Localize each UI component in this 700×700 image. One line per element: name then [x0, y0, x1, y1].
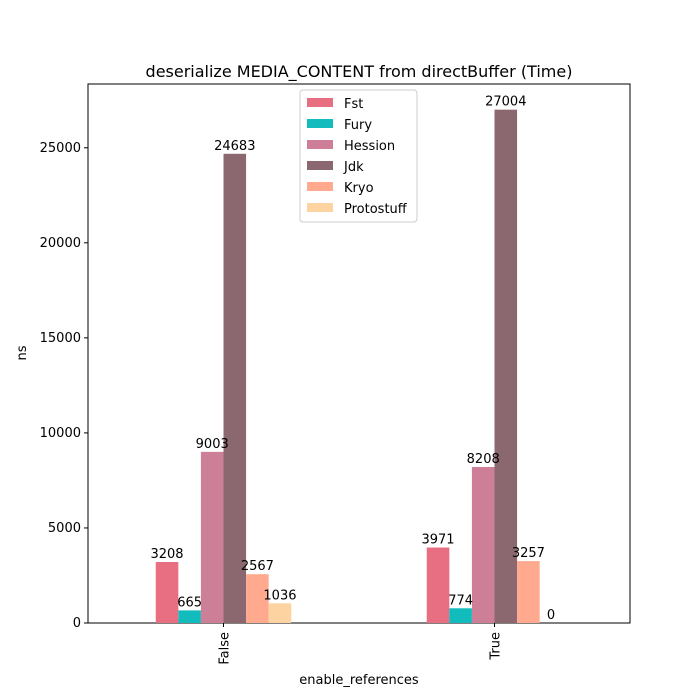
legend-label: Kryo — [344, 181, 374, 196]
data-label: 774 — [448, 593, 473, 608]
legend-swatch — [307, 203, 333, 212]
data-label: 27004 — [485, 95, 526, 110]
bar-jdk-false — [223, 153, 247, 623]
legend-swatch — [307, 161, 333, 170]
legend-label: Hession — [344, 139, 395, 154]
bars — [155, 109, 540, 624]
bar-protostuff-false — [268, 603, 292, 623]
data-label: 1036 — [263, 588, 296, 603]
legend-swatch — [307, 182, 333, 191]
bar-hession-false — [200, 451, 224, 623]
data-label: 2567 — [241, 559, 274, 574]
bar-jdk-true — [494, 109, 518, 624]
y-tick-label: 10000 — [40, 426, 81, 441]
legend-swatch — [307, 140, 333, 149]
chart-title: deserialize MEDIA_CONTENT from directBuf… — [146, 62, 573, 82]
data-label: 0 — [547, 608, 555, 623]
y-tick-label: 0 — [73, 616, 81, 631]
legend-swatch — [307, 119, 333, 128]
legend-label: Fst — [344, 97, 363, 112]
data-label: 665 — [177, 595, 202, 610]
plot-area — [87, 83, 631, 624]
bar-hession-true — [471, 466, 495, 623]
bar-kryo-true — [517, 561, 540, 623]
data-label: 9003 — [196, 437, 229, 452]
y-axis-label: ns — [15, 345, 30, 360]
bar-fst-true — [426, 547, 450, 623]
data-label: 24683 — [214, 139, 255, 154]
bar-fst-false — [155, 562, 179, 623]
data-label: 3971 — [421, 533, 454, 548]
y-tick-label: 20000 — [40, 236, 81, 251]
legend-label: Jdk — [343, 160, 364, 175]
data-label: 3208 — [150, 547, 183, 562]
bar-fury-false — [178, 610, 201, 623]
legend-swatch — [307, 98, 333, 107]
legend-label: Fury — [344, 118, 372, 133]
y-tick-label: 5000 — [48, 521, 81, 536]
y-axis: 0 5000 10000 15000 20000 25000 — [40, 141, 88, 631]
x-axis-label: enable_references — [299, 673, 419, 688]
x-axis: False True — [218, 623, 504, 665]
x-tick-label: False — [218, 632, 233, 665]
data-label: 8208 — [467, 452, 500, 467]
plot-frame — [87, 83, 631, 624]
bar-kryo-false — [246, 574, 269, 623]
legend: Fst Fury Hession Jdk Kryo Protostuff — [299, 89, 418, 223]
legend-label: Protostuff — [344, 202, 408, 217]
data-labels: 3208 665 9003 24683 2567 1036 3971 774 8208 27004… — [150, 95, 555, 623]
y-tick-label: 15000 — [40, 331, 81, 346]
x-tick-label: True — [489, 632, 504, 661]
data-label: 3257 — [512, 546, 545, 561]
y-tick-label: 25000 — [40, 141, 81, 156]
bar-fury-true — [449, 608, 472, 623]
